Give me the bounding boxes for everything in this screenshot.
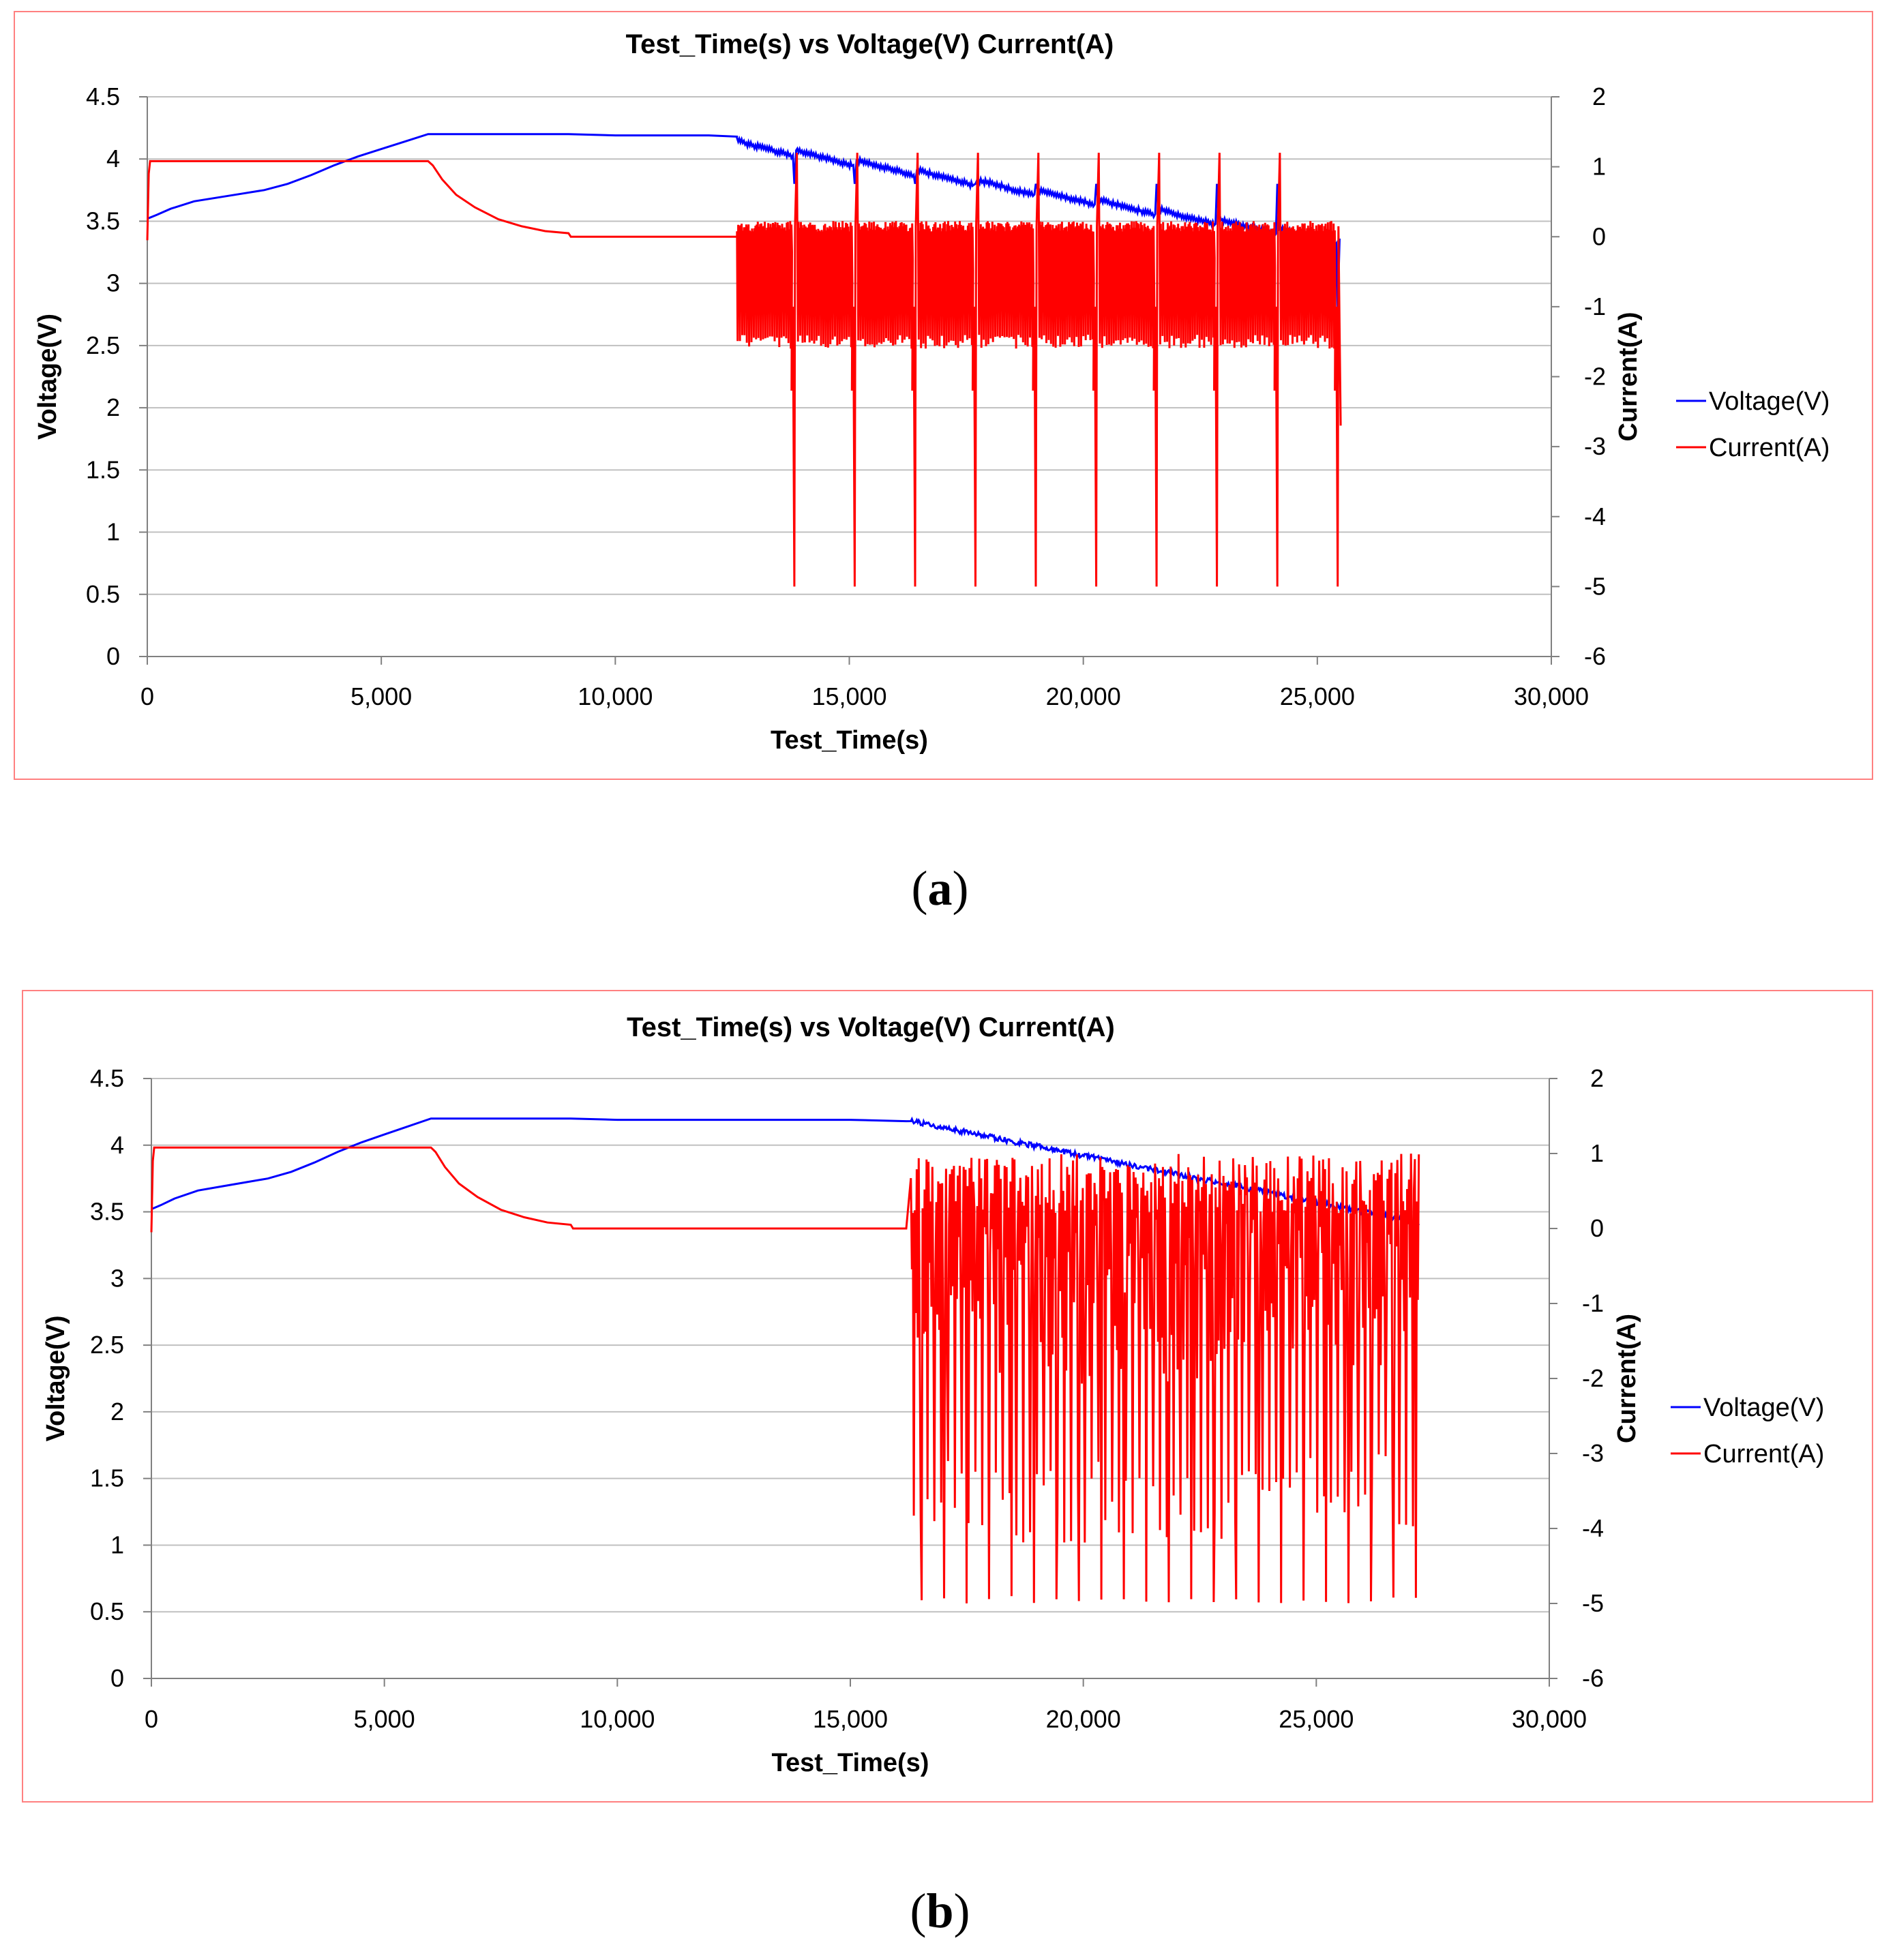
y-right-tick-label: -6: [1582, 1664, 1604, 1692]
caption-b: (b): [910, 1884, 970, 1938]
x-axis-label: Test_Time(s): [772, 1749, 929, 1777]
y-left-tick-label: 2.5: [86, 331, 120, 359]
x-tick-label: 10,000: [580, 1705, 655, 1733]
y-right-tick-label: 1: [1592, 153, 1606, 181]
y-left-tick-label: 1.5: [86, 455, 120, 483]
y-left-tick-label: 0: [106, 642, 120, 670]
y-left-tick-label: 1: [110, 1531, 124, 1558]
caption-a: (a): [911, 861, 969, 916]
legend-entry-voltage: Voltage(V): [1709, 387, 1830, 416]
x-tick-label: 20,000: [1046, 682, 1121, 710]
legend-entry-current: Current(A): [1709, 434, 1830, 462]
y-right-axis-label: Current(A): [1613, 1314, 1641, 1443]
y-right-tick-label: 2: [1592, 82, 1606, 110]
y-left-tick-label: 4.5: [90, 1064, 124, 1092]
series-line-current: [150, 1146, 1420, 1603]
x-tick-label: 15,000: [813, 1705, 888, 1733]
chart-frame: [14, 11, 1873, 780]
y-right-tick-label: -3: [1584, 432, 1606, 460]
y-left-tick-label: 0.5: [90, 1597, 124, 1625]
x-tick-label: 10,000: [578, 682, 653, 710]
y-left-tick-label: 2.5: [90, 1331, 124, 1359]
y-left-tick-label: 3.5: [90, 1198, 124, 1226]
y-left-tick-label: 0: [110, 1664, 124, 1692]
x-tick-label: 20,000: [1046, 1705, 1121, 1733]
x-tick-label: 0: [145, 1705, 158, 1733]
y-left-tick-label: 1.5: [90, 1464, 124, 1492]
chart-panel-b: 0 0.5 1 1.5 2 2.5 3 3.5 4 4.5 -6 -5 -4 -3 -2 -1 0 1 2 0 5,00…: [22, 990, 1873, 1803]
chart-panel-a: 0 0.5 1 1.5 2 2.5 3 3.5 4 4.5 -6 -5 -4 -3 -2 -1 0 1 2 0 5,00…: [14, 11, 1873, 780]
y-right-tick-label: 0: [1590, 1214, 1604, 1242]
y-right-tick-label: -6: [1584, 642, 1606, 670]
x-tick-label: 30,000: [1514, 682, 1589, 710]
y-left-tick-label: 3.5: [86, 207, 120, 235]
y-left-tick-label: 0.5: [86, 580, 120, 608]
chart-a: 0 0.5 1 1.5 2 2.5 3 3.5 4 4.5 -6 -5 -4 -3 -2 -1 0 1 2 0 5,00…: [14, 11, 1873, 780]
x-tick-label: 5,000: [354, 1705, 415, 1733]
x-tick-label: 30,000: [1512, 1705, 1587, 1733]
y-right-tick-label: -2: [1582, 1364, 1604, 1392]
series-line-current: [146, 153, 1342, 587]
y-left-axis-label: Voltage(V): [42, 1315, 70, 1441]
x-tick-label: 25,000: [1279, 1705, 1354, 1733]
series-line-voltage: [151, 1116, 1420, 1226]
y-right-axis-label: Current(A): [1614, 312, 1643, 442]
y-right-tick-label: 1: [1590, 1139, 1604, 1167]
y-left-tick-label: 3: [110, 1264, 124, 1292]
y-left-tick-label: 2: [110, 1398, 124, 1426]
x-axis-label: Test_Time(s): [771, 726, 928, 755]
chart-title: Test_Time(s) vs Voltage(V) Current(A): [627, 1012, 1115, 1042]
legend-entry-voltage: Voltage(V): [1703, 1393, 1824, 1422]
y-right-tick-label: 2: [1590, 1064, 1604, 1092]
x-tick-label: 25,000: [1280, 682, 1355, 710]
y-right-tick-label: -1: [1584, 292, 1606, 320]
y-right-tick-label: -4: [1582, 1514, 1604, 1542]
chart-title: Test_Time(s) vs Voltage(V) Current(A): [626, 29, 1114, 59]
y-right-tick-label: -1: [1582, 1289, 1604, 1317]
x-tick-label: 15,000: [811, 682, 886, 710]
x-tick-label: 0: [140, 682, 154, 710]
chart-b: 0 0.5 1 1.5 2 2.5 3 3.5 4 4.5 -6 -5 -4 -3 -2 -1 0 1 2 0 5,00…: [22, 990, 1873, 1803]
y-right-tick-label: -2: [1584, 363, 1606, 391]
y-right-tick-label: -4: [1584, 502, 1606, 530]
y-left-tick-label: 4: [110, 1131, 124, 1159]
y-right-tick-label: 0: [1592, 222, 1606, 250]
y-left-tick-label: 3: [106, 269, 120, 297]
y-right-tick-label: -5: [1582, 1589, 1604, 1617]
y-right-tick-label: -5: [1584, 572, 1606, 600]
legend-entry-current: Current(A): [1703, 1440, 1824, 1468]
y-right-tick-label: -3: [1582, 1439, 1604, 1467]
y-left-axis-label: Voltage(V): [33, 314, 62, 440]
y-left-tick-label: 2: [106, 393, 120, 421]
x-tick-label: 5,000: [350, 682, 412, 710]
y-left-tick-label: 4: [106, 145, 120, 172]
y-left-tick-label: 1: [106, 518, 120, 546]
y-left-tick-label: 4.5: [86, 82, 120, 110]
